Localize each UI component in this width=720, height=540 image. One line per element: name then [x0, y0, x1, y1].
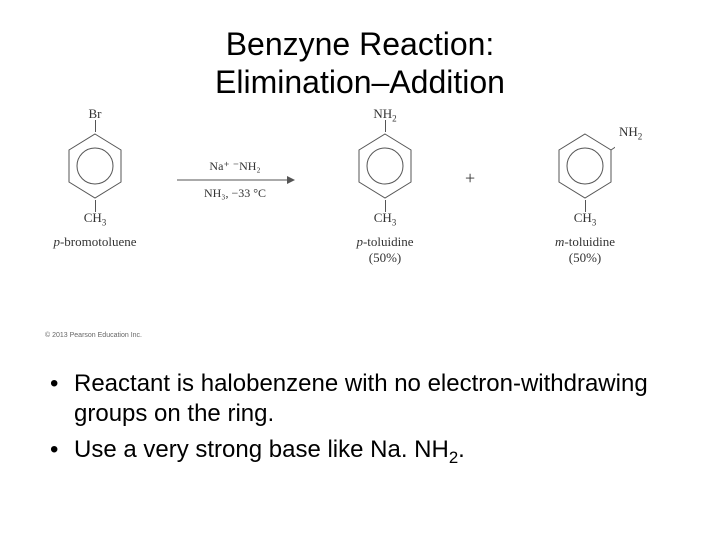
- bullet-text: Reactant is halobenzene with no electron…: [74, 369, 680, 429]
- arrow-top-label: Na⁺ ⁻NH₂: [175, 160, 295, 173]
- reactant-molecule: Br CH3 p-bromotoluene: [50, 132, 140, 250]
- title-line-1: Benzyne Reaction:: [226, 26, 495, 62]
- product2-label: m-toluidine: [530, 234, 640, 250]
- title-line-2: Elimination–Addition: [215, 64, 505, 100]
- top-substituent: Br: [89, 106, 102, 122]
- bullet-marker: •: [50, 369, 74, 429]
- product1-label: p-toluidine: [340, 234, 430, 250]
- bottom-substituent: CH3: [84, 210, 107, 228]
- reaction-arrow: Na⁺ ⁻NH₂ NH₃, −33 °C: [175, 160, 295, 200]
- arrow-bottom-label: NH₃, −33 °C: [175, 187, 295, 200]
- slide-title: Benzyne Reaction: Elimination–Addition: [40, 25, 680, 102]
- top-substituent: NH2: [373, 106, 396, 124]
- product1-molecule: NH2 CH3 p-toluidine (50%): [340, 132, 430, 266]
- bullet-list: • Reactant is halobenzene with no electr…: [40, 369, 680, 469]
- arrow-icon: [175, 175, 295, 185]
- bullet-item: • Reactant is halobenzene with no electr…: [50, 369, 680, 429]
- product2-molecule: NH2 CH3 m-toluidine (50%): [530, 132, 640, 266]
- copyright-text: © 2013 Pearson Education Inc.: [45, 332, 680, 339]
- bullet-text: Use a very strong base like Na. NH2.: [74, 435, 680, 469]
- bullet-item: • Use a very strong base like Na. NH2.: [50, 435, 680, 469]
- reactant-label: p-bromotoluene: [50, 234, 140, 250]
- benzene-ring: NH2 CH3: [355, 132, 415, 200]
- benzene-ring: NH2 CH3: [555, 132, 615, 200]
- product2-pct: (50%): [530, 250, 640, 266]
- plus-sign: +: [465, 168, 475, 189]
- side-substituent: NH2: [619, 124, 642, 142]
- bullet-marker: •: [50, 435, 74, 469]
- bottom-substituent: CH3: [574, 210, 597, 228]
- reaction-scheme: Br CH3 p-bromotoluene Na⁺ ⁻NH₂ NH₃, −33 …: [40, 122, 680, 322]
- bottom-substituent: CH3: [374, 210, 397, 228]
- slide: Benzyne Reaction: Elimination–Addition B…: [0, 0, 720, 540]
- benzene-ring: Br CH3: [65, 132, 125, 200]
- product1-pct: (50%): [340, 250, 430, 266]
